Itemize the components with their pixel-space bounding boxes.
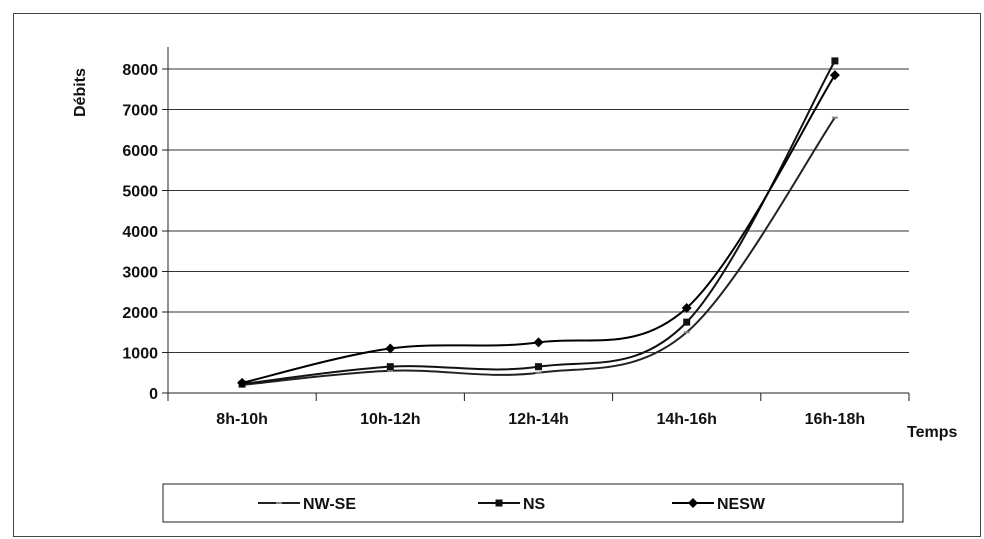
x-tick-label: 10h-12h [360,411,420,428]
y-tick-label: 1000 [122,346,158,363]
x-tick-label: 12h-14h [508,411,568,428]
y-axis-title: Débits [72,68,89,117]
y-tick-label: 0 [149,386,158,403]
data-point-ns [683,318,691,326]
y-tick-label: 6000 [122,143,158,160]
data-point-nesw [533,337,544,348]
y-tick-label: 2000 [122,305,158,322]
x-tick-label: 8h-10h [216,411,268,428]
y-tick-label: 8000 [122,62,158,79]
data-point-nesw [237,377,248,388]
legend-marker-ns [495,499,503,507]
data-point-ns [535,363,542,371]
y-tick-label: 3000 [122,265,158,282]
series-markers [237,57,840,388]
legend: NW-SE NS NESW [258,496,766,513]
series-line-nesw [241,74,836,384]
legend-marker-nesw [688,498,698,508]
data-point-ns [386,363,394,371]
data-point-ns [831,57,839,65]
series-line-nw-se [242,117,836,386]
legend-label-nesw: NESW [717,496,766,513]
y-tick-label: 4000 [122,224,158,241]
data-point-nesw [385,343,396,354]
tick-labels: 0 1000 2000 3000 4000 5000 6000 7000 8000 8h-10h 1… [122,62,865,428]
data-point-nesw [829,70,840,81]
axes [162,47,910,401]
y-tick-label: 7000 [122,103,158,120]
legend-label-ns: NS [523,496,546,513]
data-point-nesw [681,302,692,313]
x-tick-label: 14h-16h [656,411,716,428]
y-tick-label: 5000 [122,184,158,201]
gridlines [168,68,909,353]
chart-frame [13,13,981,537]
legend-label-nw-se: NW-SE [303,496,356,513]
x-tick-label: 16h-18h [805,411,865,428]
series-lines [241,60,836,386]
x-axis-title: Temps [907,424,957,441]
